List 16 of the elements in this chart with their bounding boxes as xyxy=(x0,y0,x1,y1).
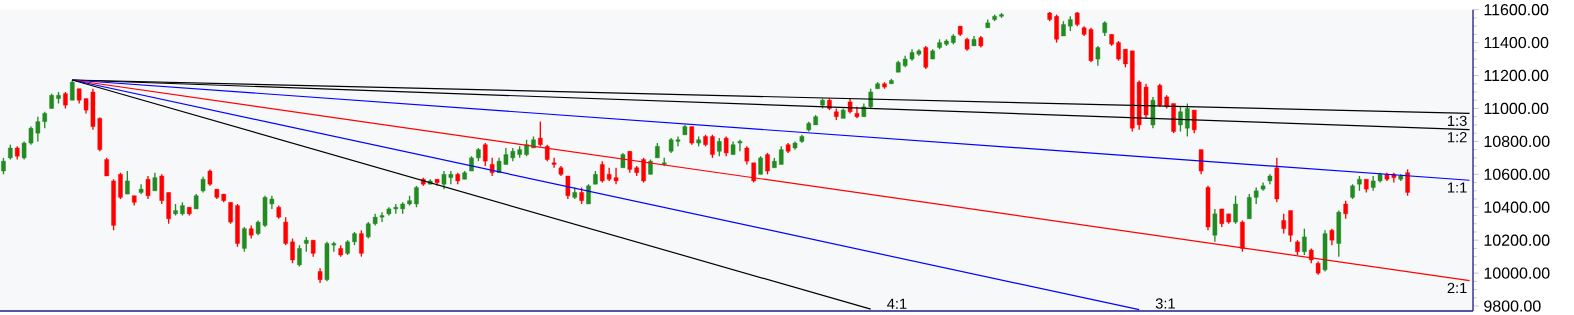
series-label: 3:1 xyxy=(1155,298,1175,309)
y-tick-label: 11000.00 xyxy=(1484,102,1549,115)
y-tick-label: 10400.00 xyxy=(1484,201,1550,213)
y-tick-label: 9800.00 xyxy=(1484,300,1541,312)
y-tick-label: 10200.00 xyxy=(1484,234,1550,246)
y-tick-label: 10800.00 xyxy=(1484,135,1550,148)
y-tick-label: 11600.00 xyxy=(1484,4,1549,16)
y-tick-label: 10600.00 xyxy=(1484,168,1550,180)
series-label: 4:1 xyxy=(887,298,907,309)
y-tick-label: 11400.00 xyxy=(1484,36,1549,49)
series-label: 1:3 xyxy=(1448,115,1467,127)
series-label: 1:1 xyxy=(1448,182,1467,193)
series-label: 1:2 xyxy=(1448,131,1467,143)
y-tick-label: 11200.00 xyxy=(1484,69,1549,82)
y-tick-label: 10000.00 xyxy=(1484,267,1550,279)
series-label: 2:1 xyxy=(1447,282,1467,294)
